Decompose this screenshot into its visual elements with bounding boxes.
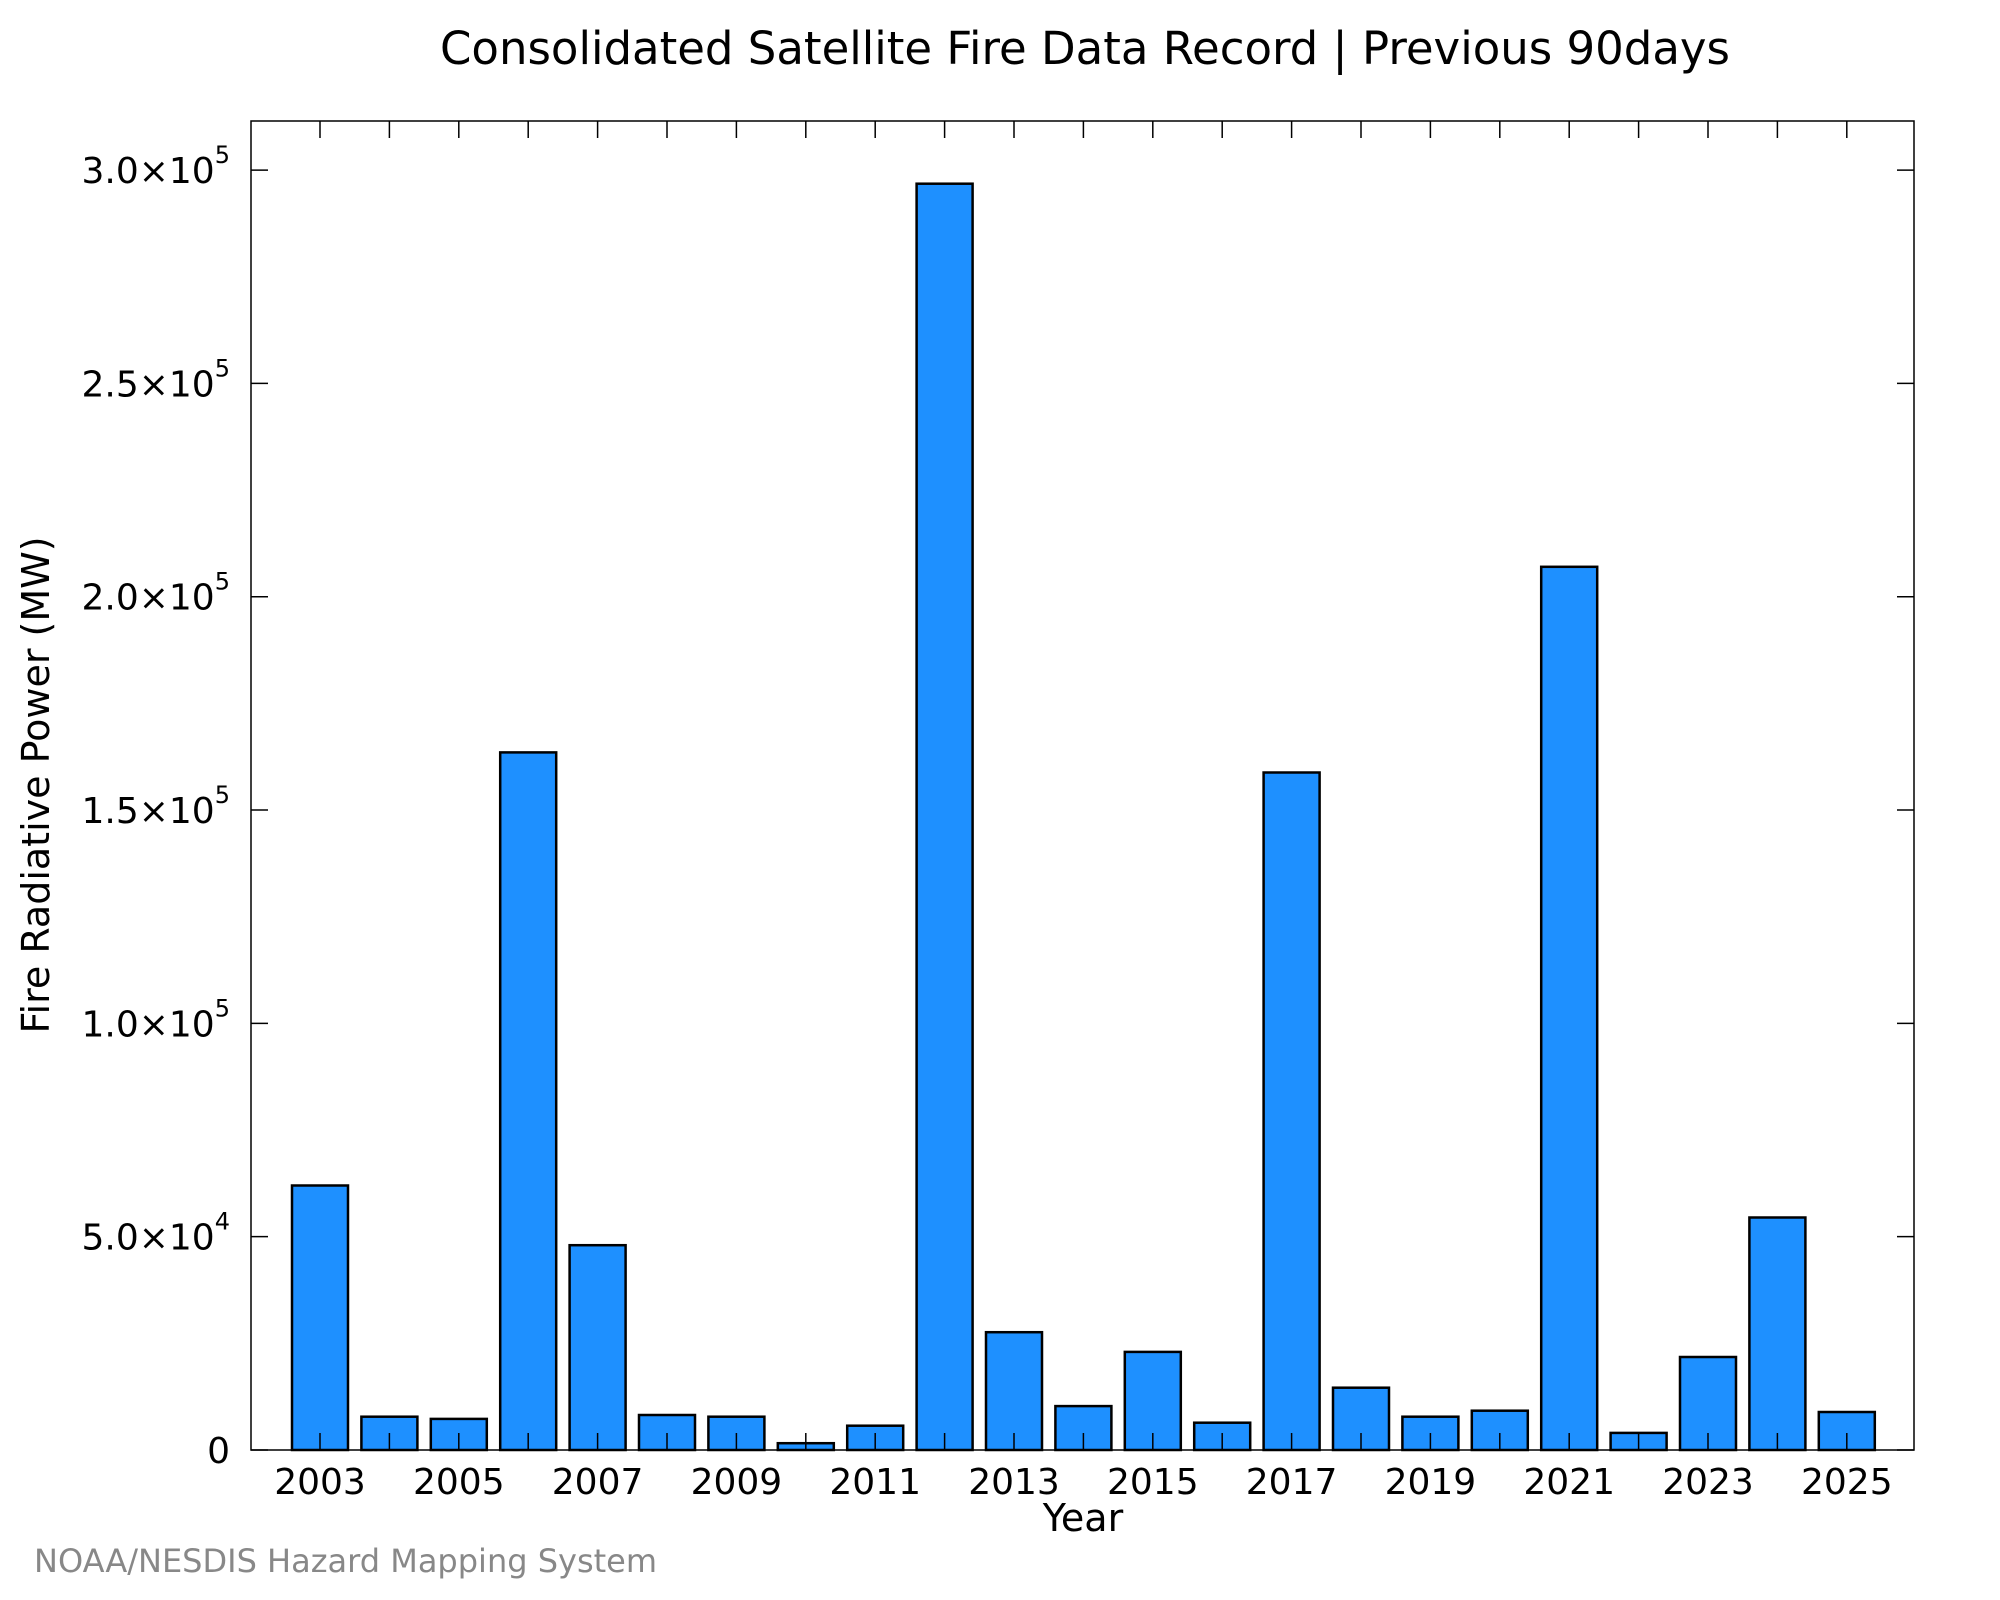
y-tick-exponent: 5 <box>215 781 230 809</box>
y-tick-label: 5.0×104 <box>81 1208 230 1259</box>
bar-2025 <box>1817 1410 1877 1452</box>
y-tick-mantissa: 1.5×10 <box>81 791 214 832</box>
bar-2007 <box>568 1243 627 1452</box>
y-tick-label: 2.5×105 <box>81 354 230 405</box>
y-tick-exponent: 5 <box>215 994 230 1022</box>
bars <box>290 182 1877 1452</box>
y-tick-mantissa: 1.0×10 <box>81 1004 214 1045</box>
x-tick-label: 2007 <box>552 1462 644 1503</box>
y-tick-label: 2.0×105 <box>81 568 230 619</box>
y-tick-label: 3.0×105 <box>81 141 230 192</box>
bar-2021 <box>1539 565 1599 1452</box>
x-tick-label: 2003 <box>274 1462 366 1503</box>
y-tick-label: 1.5×105 <box>81 781 230 832</box>
x-tick-label: 2017 <box>1246 1462 1338 1503</box>
x-tick-label: 2019 <box>1385 1462 1477 1503</box>
x-tick-label: 2005 <box>413 1462 505 1503</box>
x-tick-label: 2025 <box>1801 1462 1893 1503</box>
plot-frame <box>250 120 1915 1451</box>
bar-2006 <box>498 751 558 1452</box>
y-tick-mantissa: 0 <box>207 1431 230 1472</box>
x-axis-title: Year <box>1042 1496 1124 1540</box>
bar-2003 <box>290 1184 350 1452</box>
x-tick-label: 2011 <box>829 1462 921 1503</box>
x-tick-label: 2015 <box>1107 1462 1199 1503</box>
bar-2013 <box>984 1330 1044 1452</box>
y-tick-mantissa: 3.0×10 <box>81 151 214 192</box>
y-axis-title: Fire Radiative Power (MW) <box>14 536 58 1033</box>
bar-2012 <box>915 182 974 1452</box>
x-ticks: 2003 2005 2007 2009 2011 2013 2015 2017 2019 2021… <box>274 121 1893 1503</box>
bar-2017 <box>1262 771 1321 1452</box>
x-tick-label: 2009 <box>691 1462 783 1503</box>
x-tick-label: 2021 <box>1523 1462 1615 1503</box>
y-tick-label: 1.0×105 <box>81 994 230 1045</box>
x-tick-label: 2023 <box>1662 1462 1754 1503</box>
y-ticks: 05.0×1041.0×1051.5×1052.0×1052.5×1053.0×… <box>81 141 1914 1472</box>
credit-text: NOAA/NESDIS Hazard Mapping System <box>34 1542 657 1580</box>
chart-title: Consolidated Satellite Fire Data Record … <box>440 22 1730 75</box>
y-tick-label: 0 <box>207 1431 230 1472</box>
y-tick-mantissa: 2.5×10 <box>81 364 214 405</box>
bar-2024 <box>1748 1216 1807 1452</box>
y-tick-mantissa: 5.0×10 <box>81 1218 214 1259</box>
y-tick-exponent: 5 <box>215 141 230 169</box>
y-tick-exponent: 5 <box>215 354 230 382</box>
y-tick-exponent: 5 <box>215 568 230 596</box>
y-tick-exponent: 4 <box>215 1208 230 1236</box>
y-tick-mantissa: 2.0×10 <box>81 578 214 619</box>
x-tick-label: 2013 <box>968 1462 1060 1503</box>
